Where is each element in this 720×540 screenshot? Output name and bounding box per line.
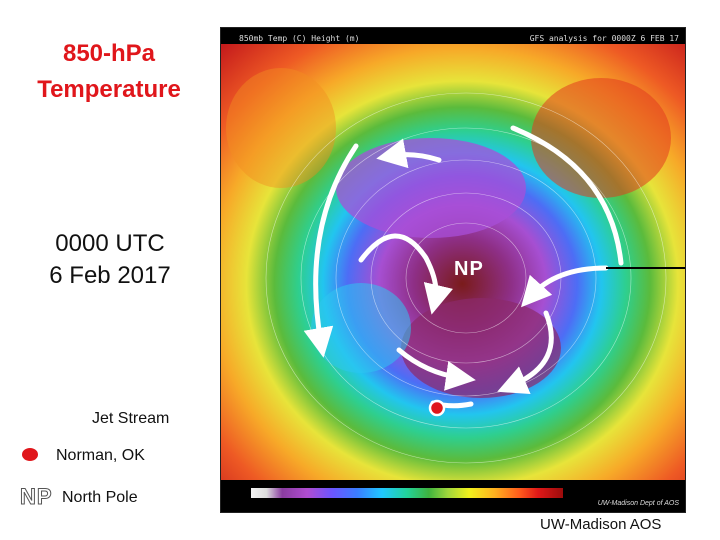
cold-core-north bbox=[336, 138, 526, 238]
date-line-1: 0000 UTC bbox=[55, 230, 165, 257]
cold-core-south bbox=[401, 298, 561, 398]
source-credit: UW-Madison AOS bbox=[540, 516, 662, 533]
jet-arrow-east bbox=[510, 125, 624, 266]
cold-lobe-west bbox=[311, 283, 411, 373]
title-line-2: Temperature bbox=[37, 76, 181, 103]
norman-marker-icon bbox=[22, 448, 38, 461]
jet-arrow-south bbox=[396, 347, 476, 391]
jet-arrow-southeast bbox=[497, 310, 554, 395]
map-footer-credit: UW-Madison Dept of AOS bbox=[597, 500, 679, 507]
temperature-map: 850mb Temp (C) Height (m) GFS analysis f… bbox=[220, 27, 686, 513]
jet-arrow-west bbox=[303, 143, 359, 358]
title-line-1: 850-hPa bbox=[62, 40, 156, 67]
jet-arrow-east-tip bbox=[521, 265, 609, 308]
north-pole-label: NP bbox=[454, 258, 484, 280]
map-graphic bbox=[221, 44, 685, 512]
warm-region-ne bbox=[531, 78, 671, 198]
np-symbol: NP bbox=[20, 484, 53, 510]
norman-map-marker-icon bbox=[428, 399, 446, 417]
date-line-2: 6 Feb 2017 bbox=[49, 262, 171, 289]
map-title: 850-hPa Temperature bbox=[14, 36, 204, 108]
map-header-left: 850mb Temp (C) Height (m) bbox=[239, 34, 360, 43]
jet-arrow-inner bbox=[358, 233, 454, 315]
legend-norman: Norman, OK bbox=[56, 447, 145, 464]
map-header-right: GFS analysis for 0000Z 6 FEB 17 bbox=[529, 34, 679, 43]
jet-stream-arrows bbox=[303, 125, 624, 409]
valid-time: 0000 UTC 6 Feb 2017 bbox=[20, 228, 200, 292]
jet-arrow-north bbox=[376, 138, 442, 169]
warm-region-nw bbox=[226, 68, 336, 188]
legend-north-pole: North Pole bbox=[62, 489, 138, 506]
temperature-colorbar bbox=[251, 488, 563, 498]
legend-jet-stream: Jet Stream bbox=[92, 410, 170, 427]
